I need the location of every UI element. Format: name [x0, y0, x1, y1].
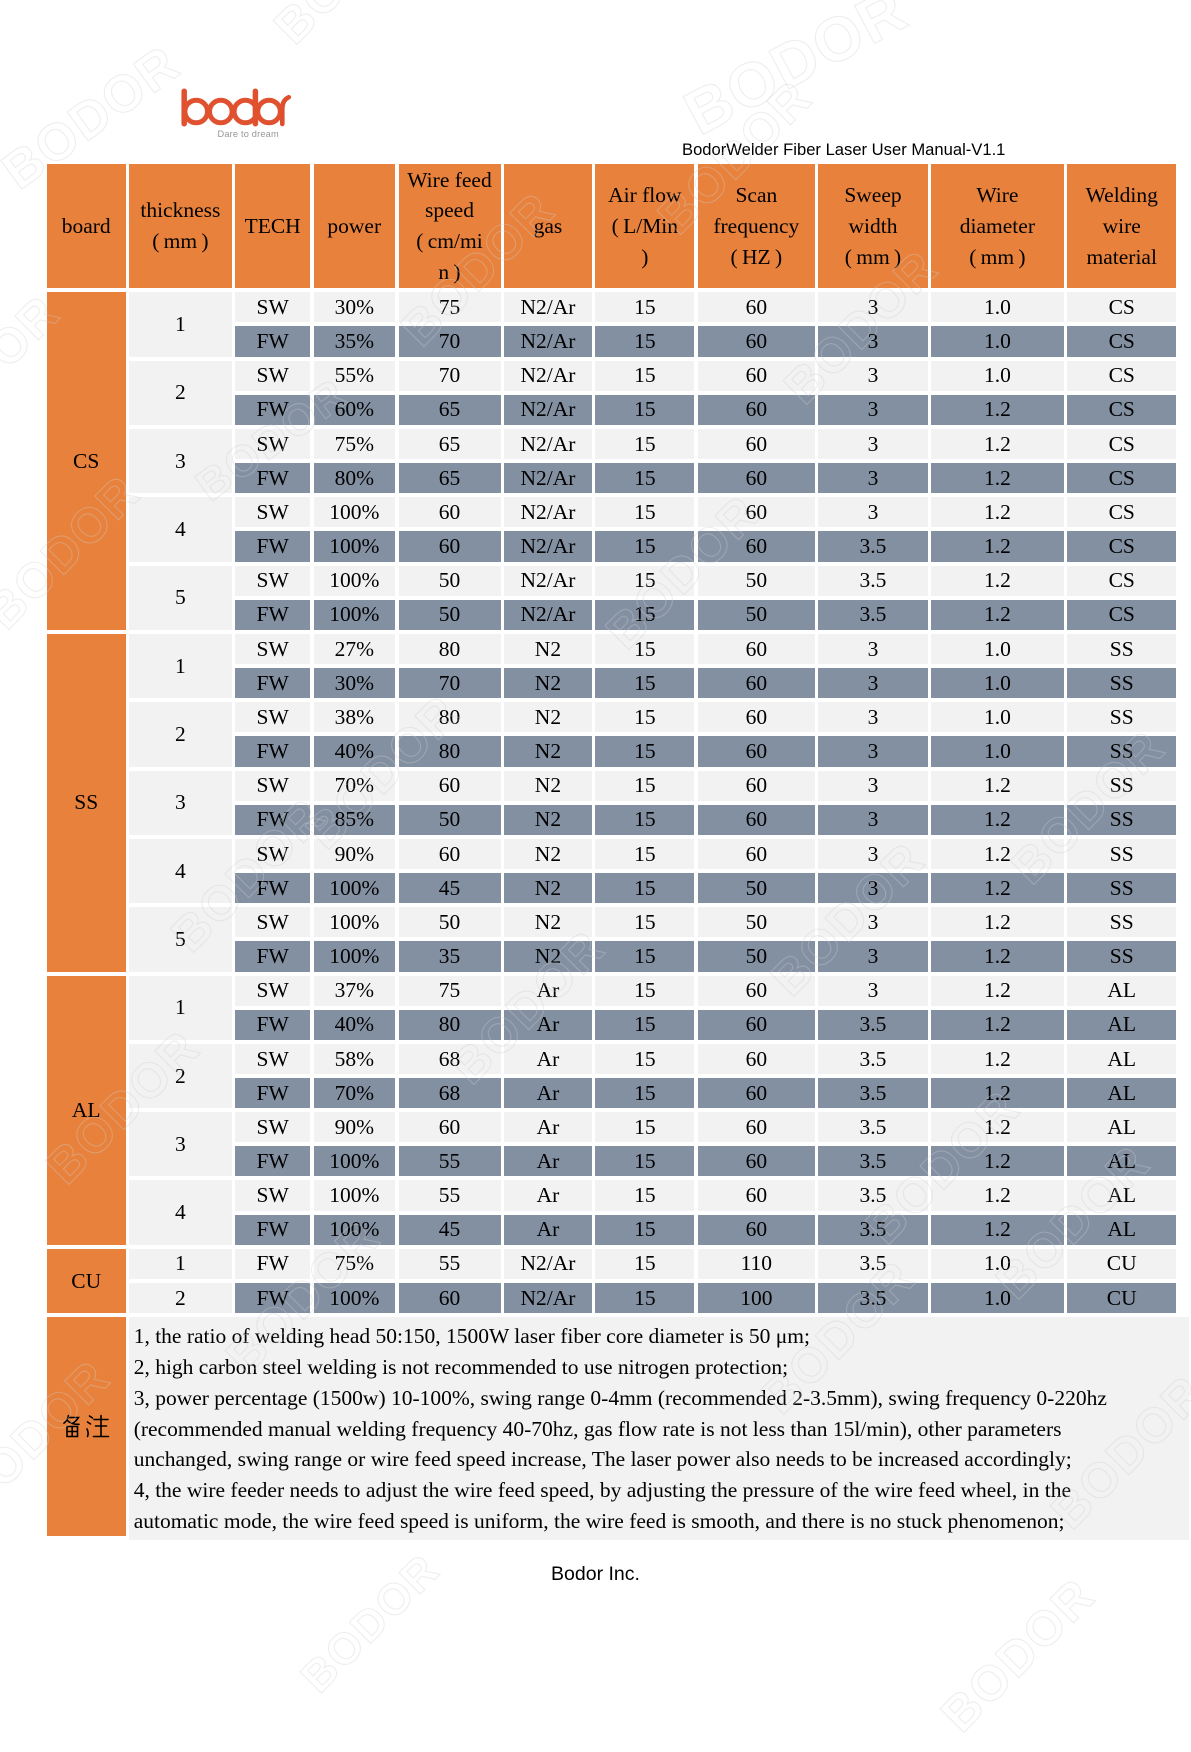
- svg-text:Dare to dream: Dare to dream: [218, 129, 279, 139]
